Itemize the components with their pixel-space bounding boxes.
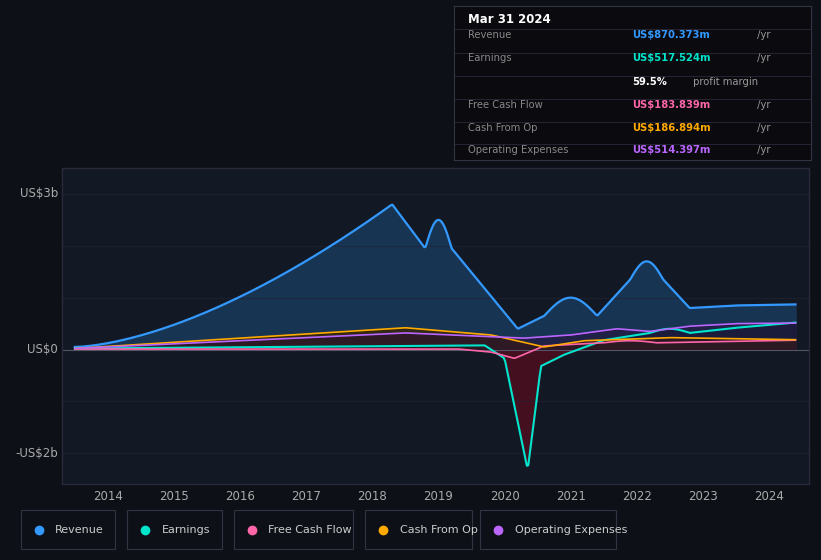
Text: Operating Expenses: Operating Expenses [468, 145, 569, 155]
Text: Free Cash Flow: Free Cash Flow [468, 100, 543, 110]
Text: Operating Expenses: Operating Expenses [515, 525, 627, 535]
Text: US$183.839m: US$183.839m [633, 100, 711, 110]
Text: Mar 31 2024: Mar 31 2024 [468, 12, 551, 26]
Text: Free Cash Flow: Free Cash Flow [268, 525, 352, 535]
Text: US$517.524m: US$517.524m [633, 53, 711, 63]
Text: US$514.397m: US$514.397m [633, 145, 711, 155]
Text: /yr: /yr [754, 100, 770, 110]
Text: Cash From Op: Cash From Op [400, 525, 478, 535]
Text: Revenue: Revenue [468, 30, 511, 40]
Text: US$0: US$0 [27, 343, 57, 356]
Text: Earnings: Earnings [162, 525, 210, 535]
Text: Cash From Op: Cash From Op [468, 123, 538, 133]
Text: /yr: /yr [754, 53, 770, 63]
Text: 59.5%: 59.5% [633, 77, 667, 87]
Text: US$3b: US$3b [20, 188, 57, 200]
Text: /yr: /yr [754, 123, 770, 133]
Text: US$870.373m: US$870.373m [633, 30, 710, 40]
Text: US$186.894m: US$186.894m [633, 123, 711, 133]
Text: Revenue: Revenue [55, 525, 103, 535]
Text: -US$2b: -US$2b [15, 447, 57, 460]
Text: Earnings: Earnings [468, 53, 512, 63]
Text: profit margin: profit margin [690, 77, 758, 87]
Text: /yr: /yr [754, 145, 770, 155]
Text: /yr: /yr [754, 30, 770, 40]
